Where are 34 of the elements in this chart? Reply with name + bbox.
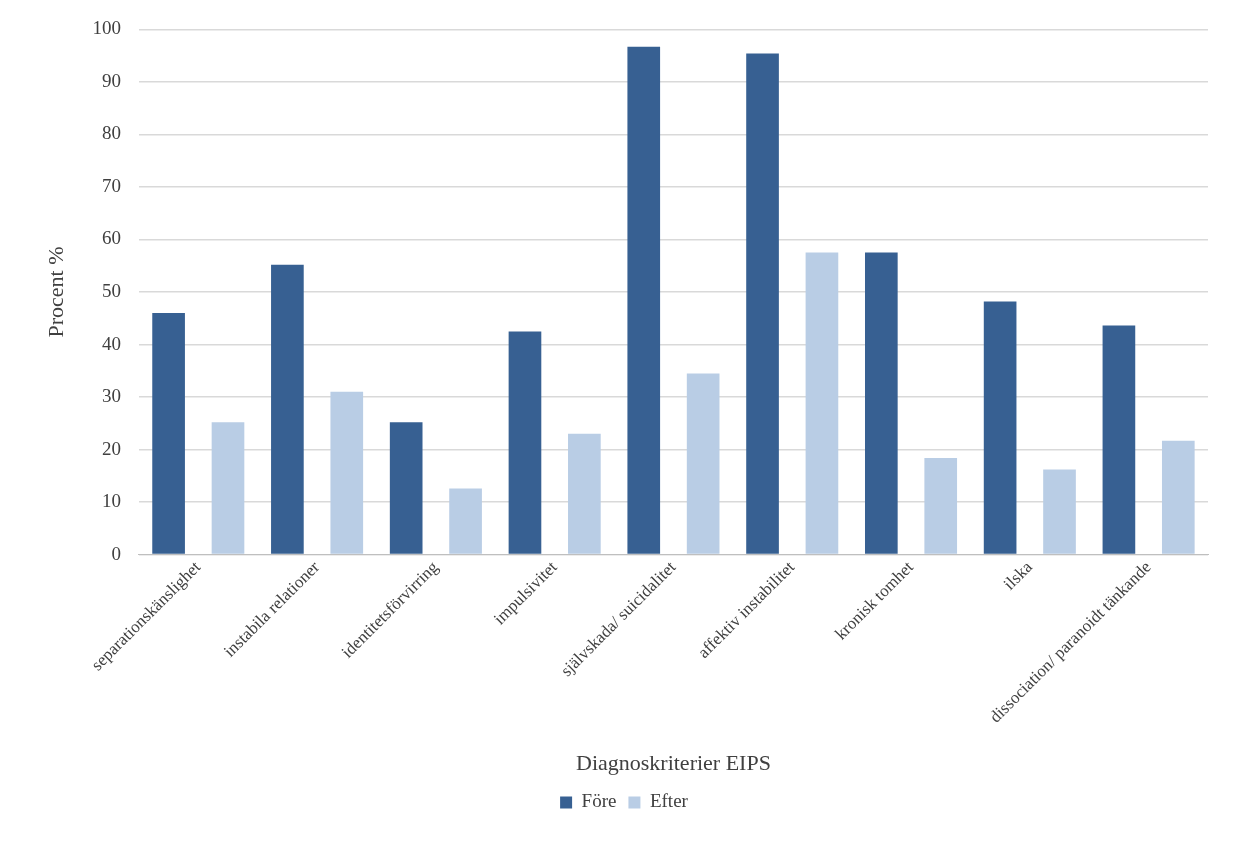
y-tick-label: 0 — [111, 542, 121, 564]
bar — [805, 252, 839, 554]
bar — [330, 391, 364, 554]
bar — [983, 301, 1017, 554]
y-tick-label: 60 — [101, 227, 121, 249]
y-tick-label: 70 — [101, 174, 121, 196]
y-tick-label: 80 — [101, 122, 121, 144]
y-tick-label: 30 — [101, 385, 121, 407]
bar — [211, 422, 245, 554]
bar — [1102, 325, 1136, 554]
y-axis-title: Procent % — [42, 246, 68, 338]
bar — [1161, 440, 1195, 554]
y-tick-label: 10 — [101, 490, 121, 512]
legend-label: Efter — [649, 790, 689, 812]
bar — [449, 488, 482, 554]
bar — [865, 252, 898, 554]
bar — [271, 264, 304, 554]
y-tick-label: 100 — [92, 17, 121, 39]
bar — [924, 457, 958, 554]
bar — [746, 53, 779, 554]
y-tick-label: 20 — [101, 437, 121, 459]
bar — [389, 422, 423, 554]
y-tick-label: 90 — [101, 69, 121, 91]
bar — [568, 433, 601, 554]
bar — [1043, 469, 1076, 554]
x-tick-label: ilska — [999, 557, 1037, 594]
legend-label: Före — [581, 790, 617, 812]
x-axis-title: Diagnoskriterier EIPS — [576, 749, 771, 775]
bar — [627, 46, 661, 554]
bar — [152, 313, 185, 554]
y-tick-label: 40 — [101, 332, 121, 354]
bar — [686, 373, 720, 554]
y-tick-label: 50 — [101, 279, 121, 301]
bar — [508, 331, 542, 554]
